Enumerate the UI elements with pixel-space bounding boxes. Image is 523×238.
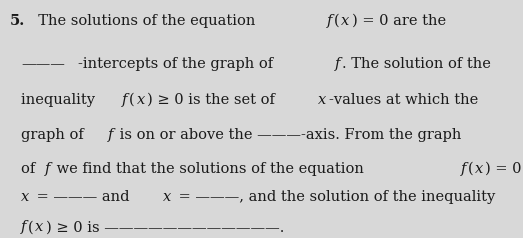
Text: we find that the solutions of the equation: we find that the solutions of the equati… xyxy=(52,162,369,176)
Text: ———: ——— xyxy=(21,57,65,71)
Text: = ———, and the solution of the inequality: = ———, and the solution of the inequalit… xyxy=(174,190,495,204)
Text: 5.: 5. xyxy=(9,14,25,28)
Text: f: f xyxy=(122,93,128,107)
Text: x: x xyxy=(163,190,172,204)
Text: f: f xyxy=(108,128,113,142)
Text: -intercepts of the graph of: -intercepts of the graph of xyxy=(77,57,277,71)
Text: = ——— and: = ——— and xyxy=(31,190,134,204)
Text: ) ≥ 0 is ————————————.: ) ≥ 0 is ————————————. xyxy=(46,220,284,234)
Text: x: x xyxy=(318,93,326,107)
Text: is on or above the ———-axis. From the graph: is on or above the ———-axis. From the gr… xyxy=(115,128,461,142)
Text: x: x xyxy=(475,162,483,176)
Text: of: of xyxy=(21,162,40,176)
Text: (: ( xyxy=(129,93,135,107)
Text: ) = 0 are: ) = 0 are xyxy=(485,162,523,176)
Text: ) ≥ 0 is the set of: ) ≥ 0 is the set of xyxy=(147,93,280,107)
Text: (: ( xyxy=(468,162,473,176)
Text: The solutions of the equation: The solutions of the equation xyxy=(29,14,260,28)
Text: (: ( xyxy=(28,220,33,234)
Text: -values at which the: -values at which the xyxy=(329,93,478,107)
Text: graph of: graph of xyxy=(21,128,88,142)
Text: (: ( xyxy=(334,14,340,28)
Text: f: f xyxy=(335,57,340,71)
Text: f: f xyxy=(46,162,51,176)
Text: f: f xyxy=(21,220,26,234)
Text: f: f xyxy=(327,14,333,28)
Text: inequality: inequality xyxy=(21,93,99,107)
Text: ) = 0 are the: ) = 0 are the xyxy=(352,14,446,28)
Text: x: x xyxy=(35,220,43,234)
Text: x: x xyxy=(342,14,349,28)
Text: x: x xyxy=(137,93,145,107)
Text: x: x xyxy=(21,190,29,204)
Text: f: f xyxy=(461,162,466,176)
Text: . The solution of the: . The solution of the xyxy=(342,57,491,71)
